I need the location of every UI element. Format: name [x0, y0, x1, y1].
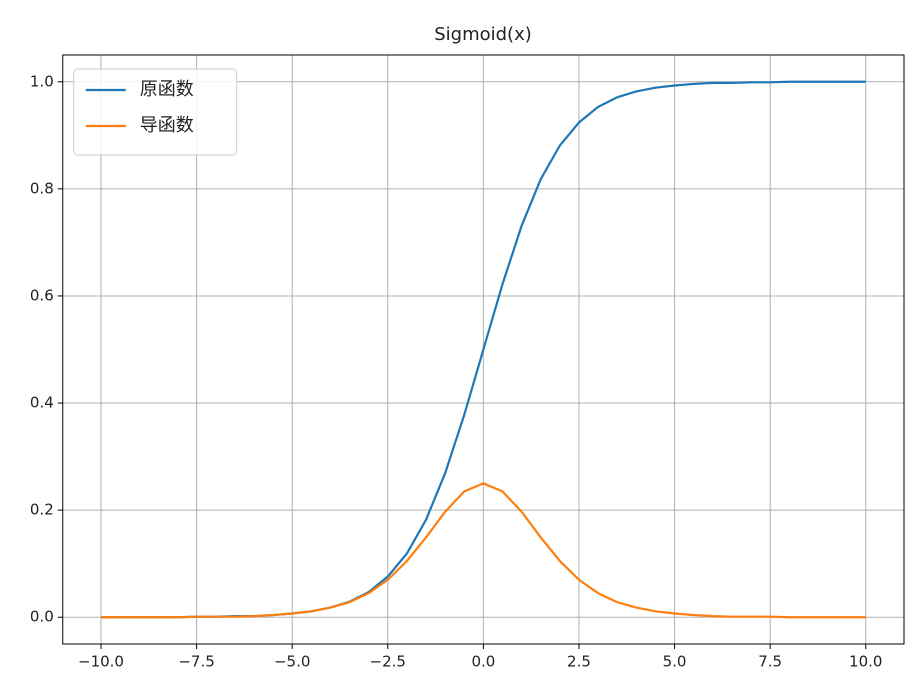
y-tick-label: 0.2: [30, 501, 54, 519]
x-tick-label: 0.0: [471, 653, 495, 671]
chart-title: Sigmoid(x): [434, 24, 532, 45]
x-tick-label: −10.0: [78, 653, 124, 671]
legend-label: 导函数: [140, 115, 194, 136]
line-series: [100, 482, 866, 619]
x-tick-label: 2.5: [567, 653, 591, 671]
x-tick-label: 7.5: [758, 653, 782, 671]
x-tick-label: −7.5: [178, 653, 214, 671]
y-tick-label: 1.0: [30, 72, 54, 90]
y-tick-label: 0.0: [30, 608, 54, 626]
x-tick-label: −5.0: [274, 653, 310, 671]
x-tick-label: 10.0: [849, 653, 882, 671]
plot-frame: [62, 54, 905, 645]
y-tick-label: 0.4: [30, 394, 54, 412]
legend-label: 原函数: [140, 79, 194, 100]
x-tick-label: 5.0: [663, 653, 687, 671]
y-tick-label: 0.6: [30, 286, 54, 304]
x-tick-label: −2.5: [370, 653, 406, 671]
y-tick-label: 0.8: [30, 179, 54, 197]
